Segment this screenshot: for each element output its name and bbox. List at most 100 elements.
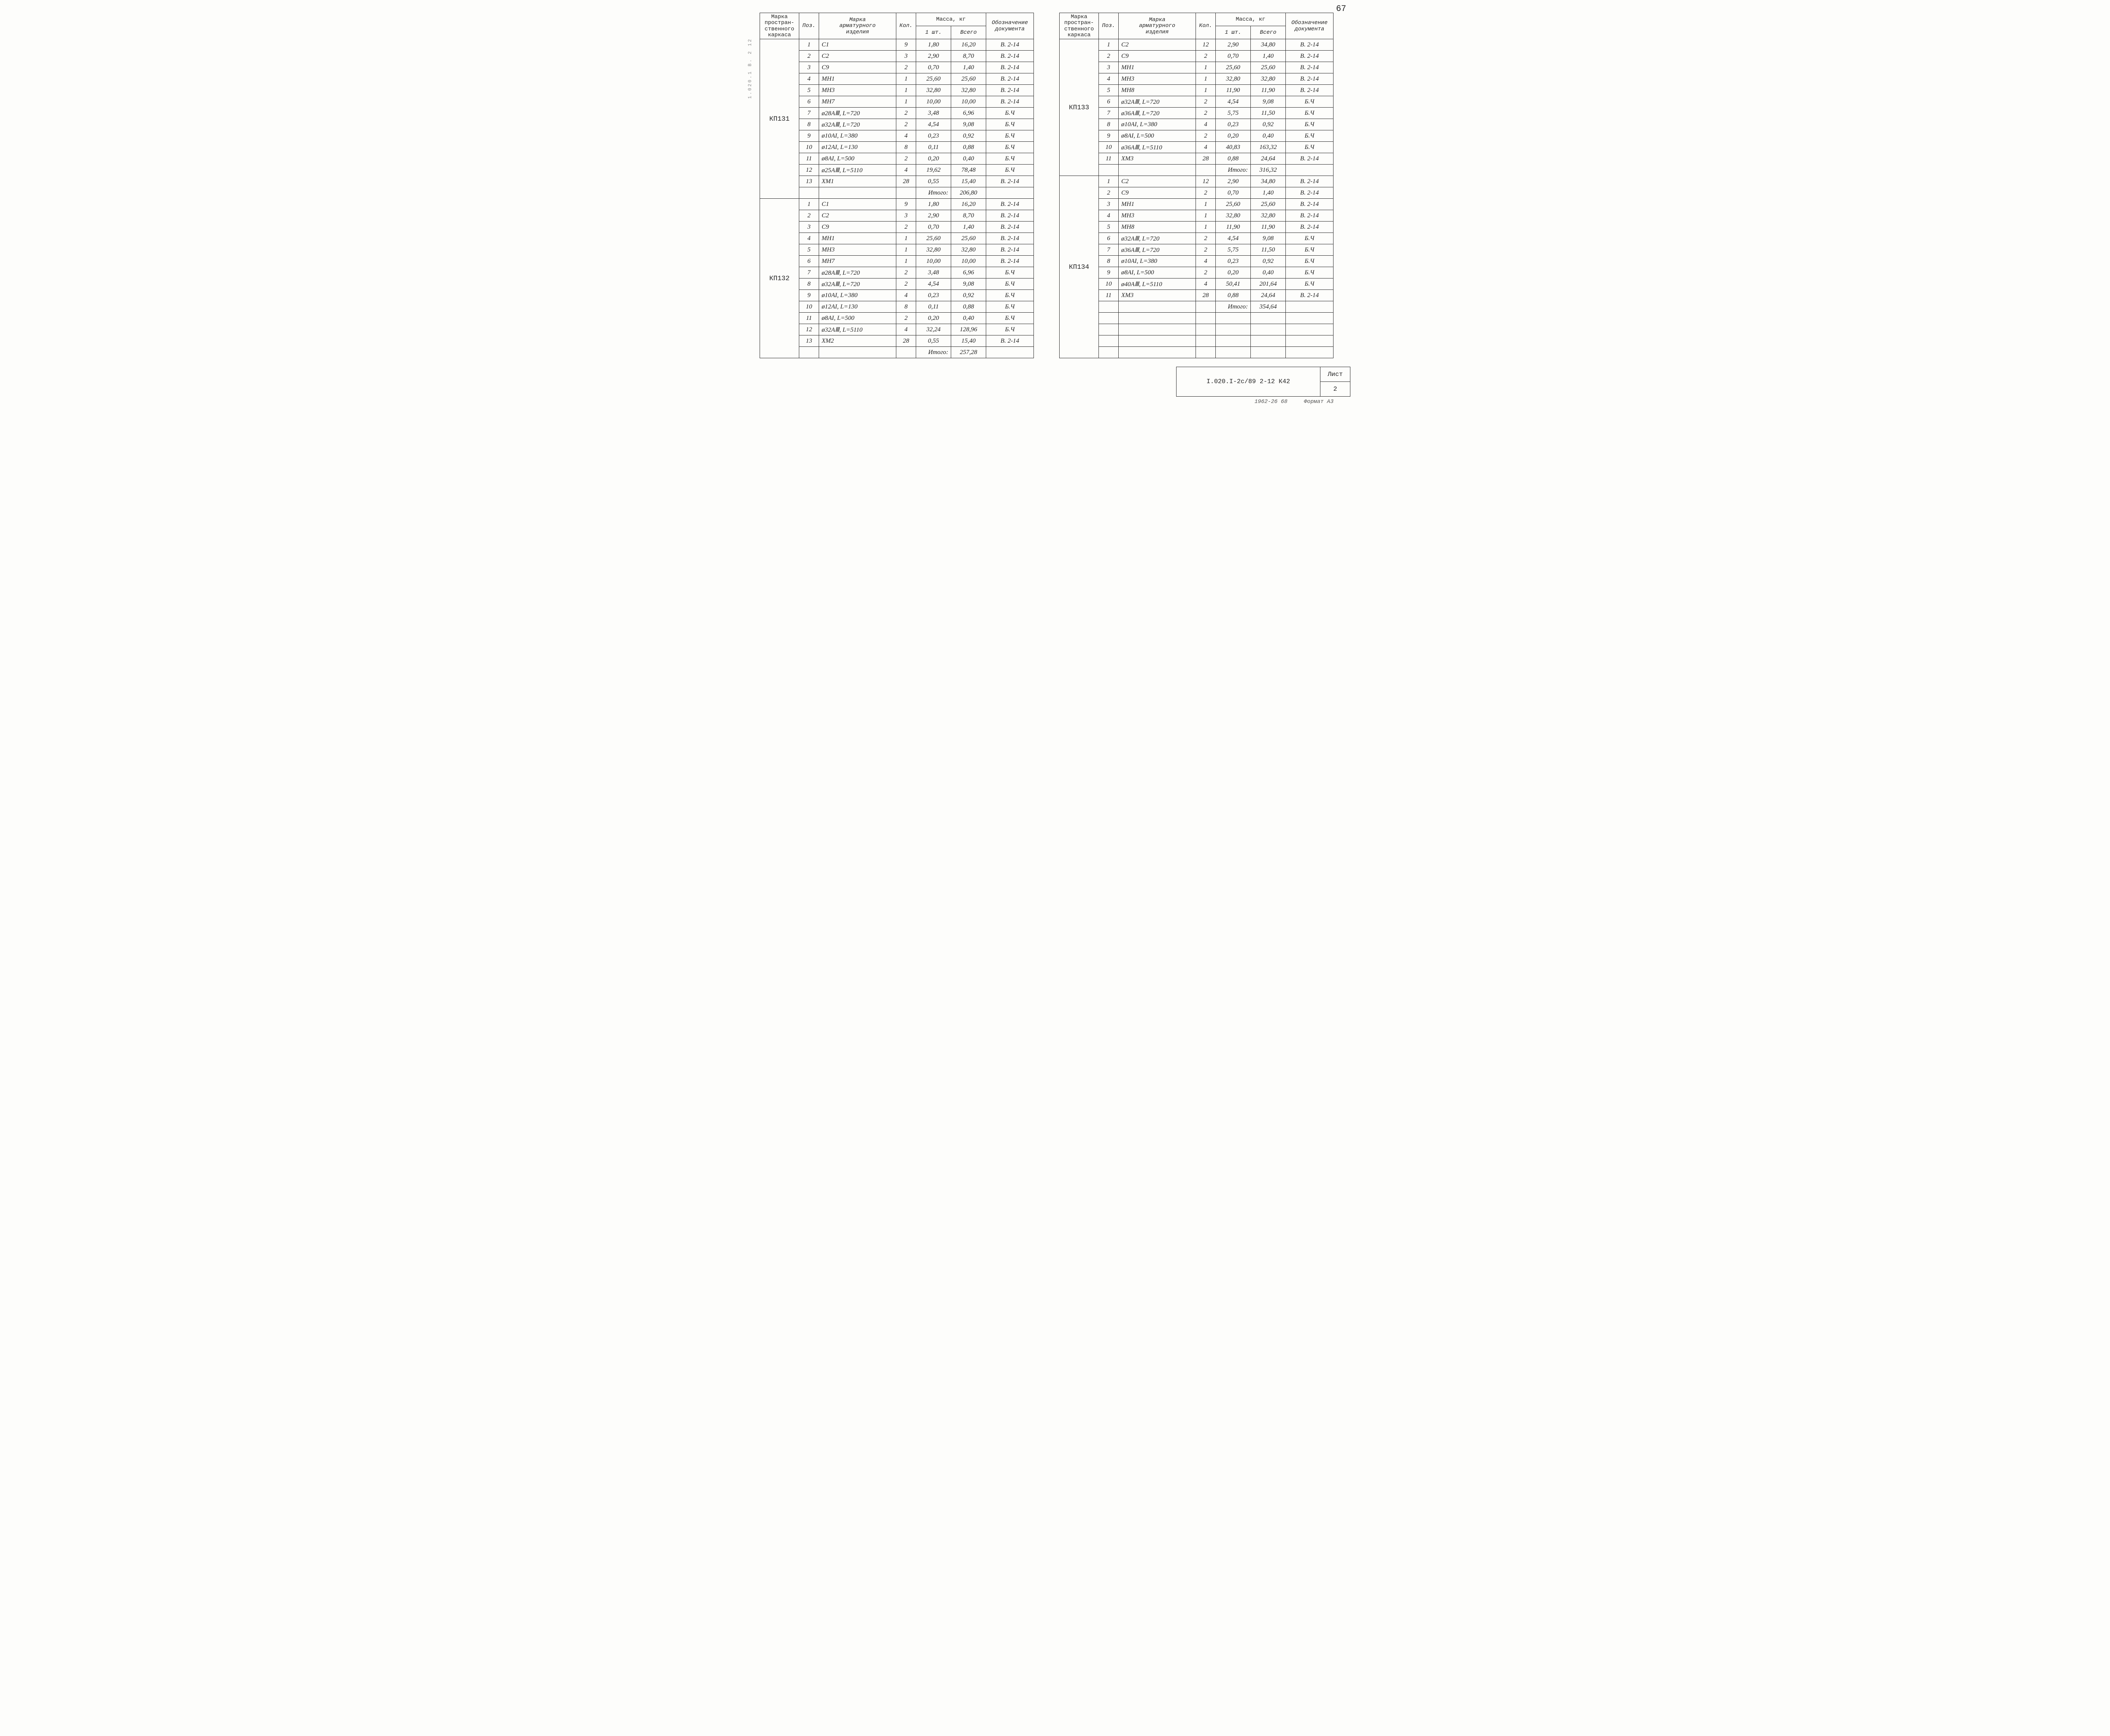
cell-m2: 34,80 [1251, 39, 1286, 51]
cell-kol: 2 [1196, 130, 1216, 142]
cell-doc: Б.Ч [1286, 108, 1334, 119]
cell-poz: 8 [1099, 119, 1119, 130]
cell-m1: 0,55 [916, 176, 951, 187]
itogo-label: Итого: [1216, 165, 1251, 176]
cell-m2: 0,40 [951, 153, 986, 165]
data-row: 6 МН7 1 10,00 10,00 В. 2-14 [760, 96, 1034, 108]
cell-poz: 5 [1099, 222, 1119, 233]
th-massa: Масса, кг [916, 13, 986, 26]
cell-empty [1286, 165, 1334, 176]
list-number: 2 [1320, 382, 1350, 397]
cell-m1: 32,80 [1216, 73, 1251, 85]
data-row: 2 С2 3 2,90 8,70 В. 2-14 [760, 51, 1034, 62]
data-row: 12 ø25АⅢ, L=5110 4 19,62 78,48 Б.Ч [760, 165, 1034, 176]
cell-izd: С9 [1119, 187, 1196, 199]
cell-m2: 32,80 [1251, 210, 1286, 222]
cell-empty [986, 187, 1034, 199]
th-marka-karkasa: Маркапростран-ственногокаркаса [760, 13, 799, 39]
cell-empty [819, 347, 896, 358]
cell-poz: 1 [1099, 176, 1119, 187]
cell-m2: 6,96 [951, 267, 986, 279]
cell-m1: 0,70 [1216, 51, 1251, 62]
blank-row [1060, 335, 1334, 347]
data-row: 7 ø28АⅢ, L=720 2 3,48 6,96 Б.Ч [760, 267, 1034, 279]
cell-izd: ø8АI, L=500 [819, 313, 896, 324]
data-row: 12 ø32АⅢ, L=5110 4 32,24 128,96 Б.Ч [760, 324, 1034, 335]
cell-poz: 4 [1099, 73, 1119, 85]
cell-poz: 7 [799, 267, 819, 279]
cell-doc: Б.Ч [986, 279, 1034, 290]
th-massa: Масса, кг [1216, 13, 1286, 26]
cell-izd: ø36АⅢ, L=720 [1119, 108, 1196, 119]
th-poz: Поз. [1099, 13, 1119, 39]
blank-row [1060, 324, 1334, 335]
data-row: 9 ø10АI, L=380 4 0,23 0,92 Б.Ч [760, 130, 1034, 142]
cell-m2: 25,60 [951, 233, 986, 244]
cell-empty [1196, 301, 1216, 313]
data-row: 9 ø10АI, L=380 4 0,23 0,92 Б.Ч [760, 290, 1034, 301]
cell-doc: Б.Ч [986, 324, 1034, 335]
cell-doc: В. 2-14 [986, 39, 1034, 51]
cell-doc: В. 2-14 [1286, 187, 1334, 199]
cell-poz: 7 [799, 108, 819, 119]
data-row: 4 МН1 1 25,60 25,60 В. 2-14 [760, 233, 1034, 244]
cell-empty [1099, 165, 1119, 176]
cell-m2: 16,20 [951, 39, 986, 51]
cell-m1: 0,70 [916, 62, 951, 73]
data-row: 11 ø8АI, L=500 2 0,20 0,40 Б.Ч [760, 313, 1034, 324]
cell-izd: МН1 [819, 73, 896, 85]
cell-m1: 0,88 [1216, 290, 1251, 301]
cell-poz: 8 [799, 279, 819, 290]
cell-m2: 9,08 [951, 279, 986, 290]
cell-m1: 10,00 [916, 96, 951, 108]
cell-poz: 9 [1099, 267, 1119, 279]
cell-m2: 0,92 [1251, 119, 1286, 130]
cell-m1: 1,80 [916, 39, 951, 51]
data-row: 5 МН8 1 11,90 11,90 В. 2-14 [1060, 85, 1334, 96]
th-kol: Кол. [1196, 13, 1216, 39]
cell-m1: 25,60 [916, 233, 951, 244]
data-row: 4 МН1 1 25,60 25,60 В. 2-14 [760, 73, 1034, 85]
cell-poz: 1 [1099, 39, 1119, 51]
itogo-label: Итого: [916, 187, 951, 199]
cell-m2: 201,64 [1251, 279, 1286, 290]
title-table: I.020.I-2с/89 2-12 К42 Лист 2 [1176, 367, 1350, 397]
cell-kol: 2 [896, 313, 916, 324]
cell-doc: В. 2-14 [1286, 210, 1334, 222]
cell-doc: Б.Ч [1286, 279, 1334, 290]
cell-kol: 2 [896, 119, 916, 130]
cell-m1: 19,62 [916, 165, 951, 176]
cell-izd: С9 [819, 222, 896, 233]
cell-poz: 7 [1099, 108, 1119, 119]
spec-table-left: Маркапростран-ственногокаркаса Поз. Марк… [760, 13, 1034, 358]
cell-doc: Б.Ч [986, 165, 1034, 176]
cell-izd: МН8 [1119, 222, 1196, 233]
cell-kol: 28 [896, 335, 916, 347]
cell-doc: Б.Ч [986, 119, 1034, 130]
cell-doc: В. 2-14 [986, 199, 1034, 210]
cell-m2: 0,40 [1251, 267, 1286, 279]
cell-doc: Б.Ч [1286, 267, 1334, 279]
cell-poz: 2 [1099, 187, 1119, 199]
data-row: КП133 1 С2 12 2,90 34,80 В. 2-14 [1060, 39, 1334, 51]
itogo-label: Итого: [916, 347, 951, 358]
cell-kol: 4 [896, 130, 916, 142]
cell-doc: В. 2-14 [1286, 290, 1334, 301]
cell-kol: 4 [1196, 279, 1216, 290]
cell-poz: 12 [799, 165, 819, 176]
data-row: 11 ХМ3 28 0,88 24,64 В. 2-14 [1060, 290, 1334, 301]
cell-izd: ХМ2 [819, 335, 896, 347]
cell-kol: 4 [1196, 256, 1216, 267]
side-margin-text: 1.020.1 В. 2 12 [748, 38, 753, 99]
group-label: КП132 [760, 199, 799, 358]
cell-poz: 3 [1099, 199, 1119, 210]
cell-m1: 4,54 [1216, 233, 1251, 244]
cell-m1: 0,70 [1216, 187, 1251, 199]
cell-poz: 3 [799, 222, 819, 233]
data-row: 7 ø36АⅢ, L=720 2 5,75 11,50 Б.Ч [1060, 244, 1334, 256]
cell-empty [896, 187, 916, 199]
cell-m2: 0,92 [951, 130, 986, 142]
cell-poz: 13 [799, 335, 819, 347]
cell-doc: В. 2-14 [986, 222, 1034, 233]
cell-m2: 34,80 [1251, 176, 1286, 187]
